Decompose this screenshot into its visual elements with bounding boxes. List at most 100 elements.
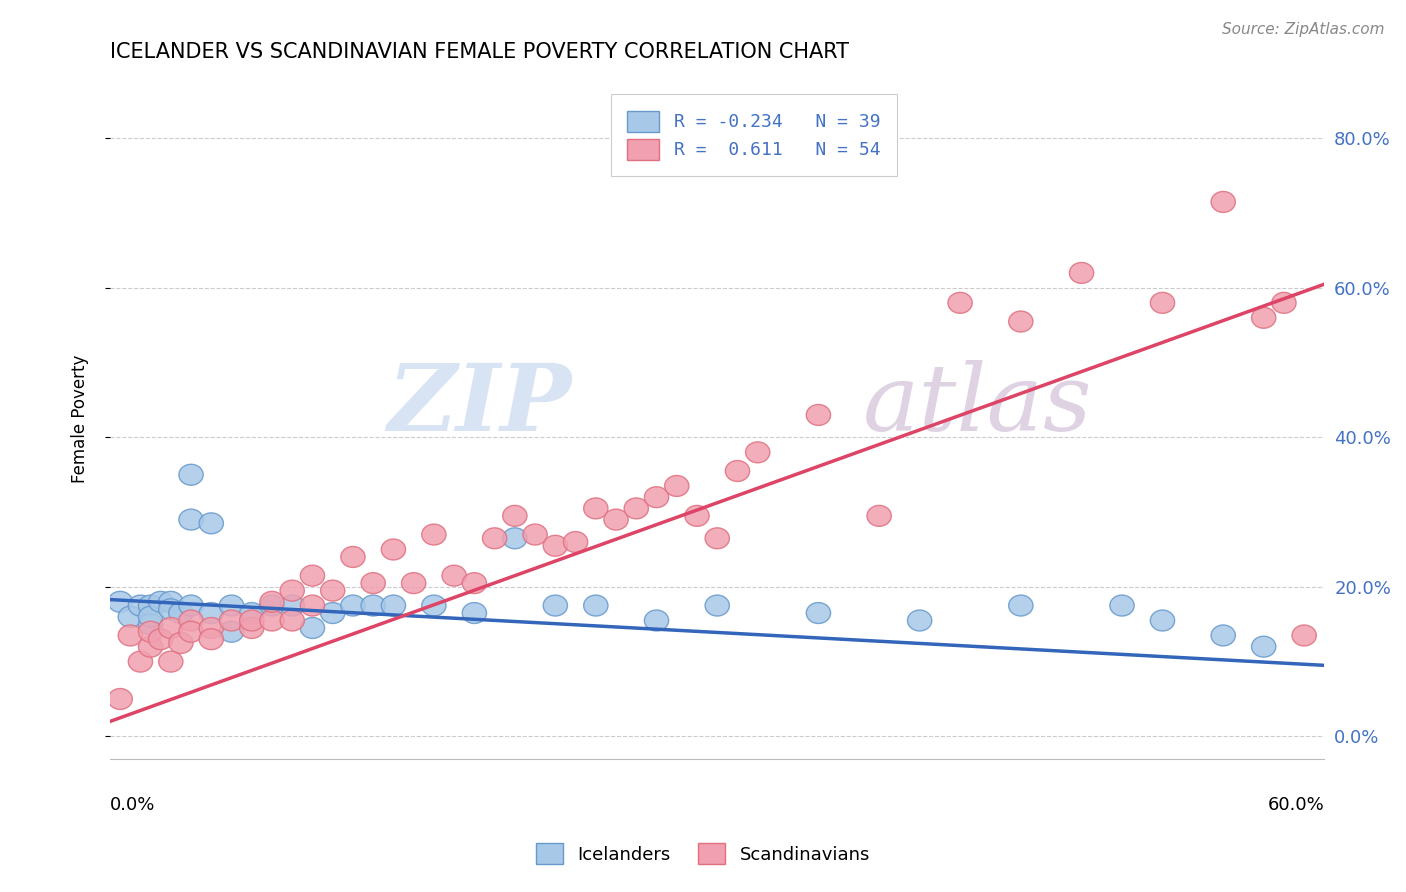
Ellipse shape [219,621,243,642]
Ellipse shape [806,603,831,624]
Ellipse shape [381,539,405,560]
Ellipse shape [280,580,304,601]
Ellipse shape [301,566,325,586]
Ellipse shape [644,610,669,631]
Ellipse shape [138,621,163,642]
Ellipse shape [219,595,243,616]
Ellipse shape [159,651,183,672]
Ellipse shape [1211,192,1236,212]
Legend: R = -0.234   N = 39, R =  0.611   N = 54: R = -0.234 N = 39, R = 0.611 N = 54 [610,95,897,176]
Ellipse shape [1008,595,1033,616]
Ellipse shape [704,595,730,616]
Ellipse shape [1272,293,1296,313]
Ellipse shape [159,617,183,639]
Ellipse shape [868,506,891,526]
Ellipse shape [422,595,446,616]
Ellipse shape [482,528,506,549]
Ellipse shape [280,610,304,631]
Ellipse shape [239,617,264,639]
Text: ICELANDER VS SCANDINAVIAN FEMALE POVERTY CORRELATION CHART: ICELANDER VS SCANDINAVIAN FEMALE POVERTY… [110,42,849,62]
Ellipse shape [280,595,304,616]
Ellipse shape [340,595,366,616]
Ellipse shape [463,573,486,593]
Ellipse shape [169,632,193,654]
Ellipse shape [1008,311,1033,332]
Ellipse shape [361,573,385,593]
Ellipse shape [118,607,142,627]
Ellipse shape [806,404,831,425]
Ellipse shape [543,535,568,557]
Ellipse shape [523,524,547,545]
Ellipse shape [159,591,183,612]
Ellipse shape [200,629,224,649]
Ellipse shape [138,614,163,635]
Ellipse shape [169,603,193,624]
Ellipse shape [179,610,204,631]
Ellipse shape [159,599,183,620]
Ellipse shape [138,636,163,657]
Ellipse shape [108,591,132,612]
Ellipse shape [907,610,932,631]
Ellipse shape [179,595,204,616]
Ellipse shape [260,595,284,616]
Ellipse shape [149,591,173,612]
Ellipse shape [149,629,173,649]
Ellipse shape [543,595,568,616]
Ellipse shape [665,475,689,497]
Ellipse shape [463,603,486,624]
Ellipse shape [1109,595,1135,616]
Text: ZIP: ZIP [387,360,571,450]
Ellipse shape [948,293,972,313]
Ellipse shape [583,498,607,519]
Text: 60.0%: 60.0% [1268,797,1324,814]
Text: 0.0%: 0.0% [110,797,156,814]
Ellipse shape [239,610,264,631]
Ellipse shape [402,573,426,593]
Ellipse shape [301,595,325,616]
Ellipse shape [321,603,344,624]
Ellipse shape [321,580,344,601]
Ellipse shape [745,442,770,463]
Ellipse shape [644,487,669,508]
Ellipse shape [200,617,224,639]
Ellipse shape [422,524,446,545]
Ellipse shape [179,509,204,530]
Ellipse shape [200,513,224,533]
Ellipse shape [605,509,628,530]
Ellipse shape [361,595,385,616]
Ellipse shape [219,610,243,631]
Ellipse shape [503,528,527,549]
Ellipse shape [138,595,163,616]
Ellipse shape [441,566,467,586]
Ellipse shape [239,603,264,624]
Ellipse shape [503,506,527,526]
Ellipse shape [128,651,153,672]
Ellipse shape [1251,308,1275,328]
Ellipse shape [685,506,709,526]
Ellipse shape [624,498,648,519]
Ellipse shape [179,621,204,642]
Ellipse shape [340,547,366,567]
Text: Source: ZipAtlas.com: Source: ZipAtlas.com [1222,22,1385,37]
Ellipse shape [564,532,588,552]
Ellipse shape [301,617,325,639]
Ellipse shape [1150,610,1174,631]
Ellipse shape [118,625,142,646]
Ellipse shape [381,595,405,616]
Ellipse shape [138,607,163,627]
Ellipse shape [260,610,284,631]
Ellipse shape [1251,636,1275,657]
Text: atlas: atlas [863,360,1092,450]
Ellipse shape [108,689,132,709]
Ellipse shape [1150,293,1174,313]
Ellipse shape [200,603,224,624]
Ellipse shape [1211,625,1236,646]
Ellipse shape [179,464,204,485]
Ellipse shape [128,595,153,616]
Ellipse shape [583,595,607,616]
Ellipse shape [1292,625,1316,646]
Ellipse shape [260,591,284,612]
Y-axis label: Female Poverty: Female Poverty [72,354,89,483]
Legend: Icelanders, Scandinavians: Icelanders, Scandinavians [522,829,884,879]
Ellipse shape [704,528,730,549]
